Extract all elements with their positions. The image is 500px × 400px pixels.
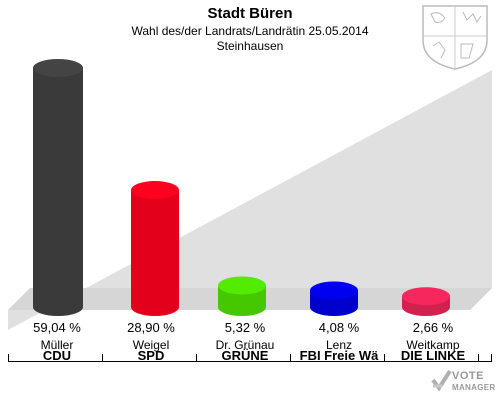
- logo-text-manager: MANAGER: [452, 383, 496, 392]
- bar-cdu: [33, 59, 83, 316]
- value-label: 5,32 %: [224, 320, 266, 335]
- bar-body: [33, 68, 83, 316]
- candidate-name: Dr. Grünau: [215, 338, 275, 352]
- value-label: 2,66 %: [412, 320, 454, 335]
- candidate-name: Lenz: [325, 338, 353, 352]
- value-label: 59,04 %: [33, 320, 81, 335]
- bar-top: [310, 281, 358, 300]
- bar-fbi-freie-wä: [310, 281, 358, 316]
- vote-check-icon: [431, 369, 452, 392]
- separator-tick: [102, 354, 103, 361]
- vote-manager-logo: VOTE MANAGER: [430, 368, 496, 396]
- bar-top: [131, 181, 179, 200]
- bar-body: [131, 190, 179, 316]
- party-label: SPD: [137, 348, 165, 363]
- bar-die-linke: [402, 287, 450, 316]
- party-label: DIE LINKE: [400, 348, 466, 363]
- baseline-rule: [8, 361, 492, 362]
- page-title: Stadt Büren: [207, 5, 293, 22]
- party-label: FBI Freie Wä: [299, 348, 379, 363]
- candidate-name: Weigel: [132, 338, 170, 352]
- chart-shadow: [8, 70, 492, 330]
- bar-top: [218, 276, 266, 295]
- bar-spd: [131, 181, 179, 316]
- bar-top: [402, 287, 450, 306]
- value-label: 28,90 %: [127, 320, 175, 335]
- candidate-name: Müller: [40, 338, 74, 352]
- coat-of-arms-icon: [415, 2, 495, 77]
- bar-grüne: [218, 276, 266, 316]
- separator-tick: [8, 354, 9, 361]
- separator-tick: [196, 354, 197, 361]
- separator-tick: [491, 354, 492, 361]
- logo-text-vote: VOTE: [452, 370, 484, 382]
- party-label: CDU: [42, 348, 72, 363]
- separator-tick: [478, 354, 479, 361]
- separator-tick: [290, 354, 291, 361]
- bar-top: [33, 59, 83, 77]
- bar-chart: [8, 59, 492, 330]
- separator-tick: [384, 354, 385, 361]
- district-subtitle: Steinhausen: [216, 39, 284, 53]
- candidate-name: Weitkamp: [406, 338, 460, 352]
- election-subtitle: Wahl des/der Landrats/Landrätin 25.05.20…: [131, 24, 369, 38]
- value-label: 4,08 %: [318, 320, 360, 335]
- party-label: GRÜNE: [221, 348, 269, 363]
